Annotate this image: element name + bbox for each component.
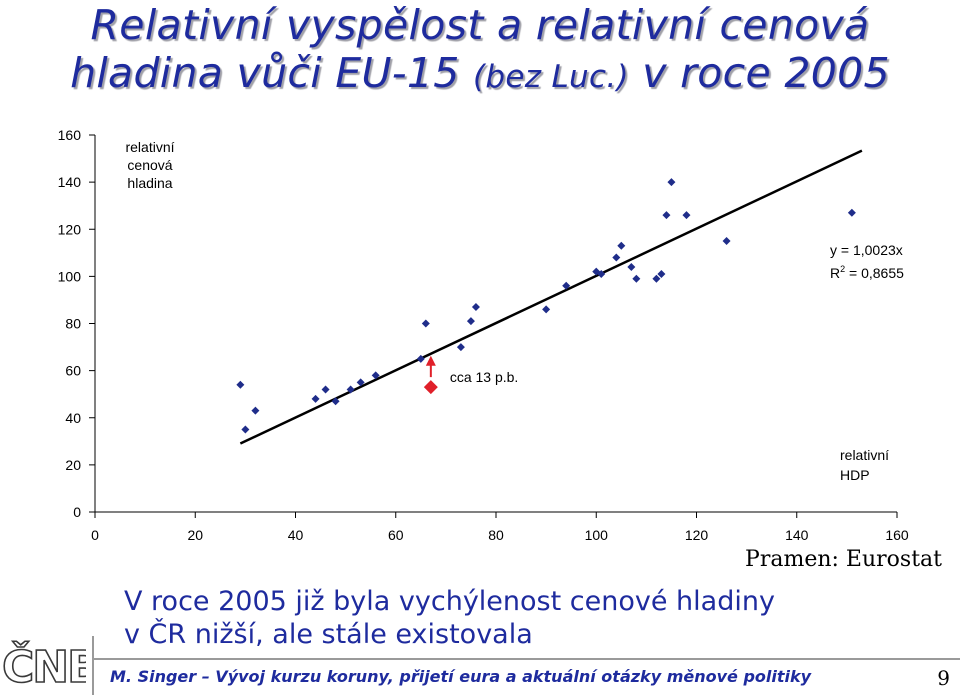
scatter-chart: 0 20 40 60 80 100 120 140 160 0 20 40 60 80 100 120 140 1… — [58, 127, 909, 543]
y-axis-label: relativní cenová hladina — [125, 139, 174, 191]
page-number: 9 — [937, 666, 950, 690]
data-point — [617, 241, 626, 250]
x-axis-label: relativní HDP — [840, 447, 889, 483]
x-axis-label-line: HDP — [840, 467, 870, 483]
x-tick-label: 60 — [388, 527, 404, 543]
data-point — [652, 274, 661, 283]
svg-text:ČNB: ČNB — [2, 640, 86, 686]
data-point — [562, 281, 571, 290]
data-point — [847, 208, 856, 217]
gap-arrow-head — [425, 355, 436, 366]
footer-divider-vertical — [92, 636, 94, 695]
slide-title: Relativní vyspělost a relativní cenová — [0, 2, 960, 48]
title-line2-a: hladina vůči EU-15 — [70, 49, 460, 97]
y-tick-label: 60 — [65, 363, 81, 379]
data-point — [627, 262, 636, 271]
r2-prefix: R — [830, 265, 840, 281]
r2-sup: 2 — [840, 264, 845, 274]
x-tick-label: 80 — [488, 527, 504, 543]
data-point — [311, 394, 320, 403]
data-point — [371, 371, 380, 380]
footer-text: M. Singer – Vývoj kurzu koruny, přijetí … — [110, 667, 812, 686]
data-point — [597, 270, 606, 279]
y-axis-label-line: hladina — [127, 175, 172, 191]
data-point — [612, 253, 621, 262]
y-tick-label: 100 — [58, 268, 82, 284]
data-point — [421, 319, 430, 328]
x-tick-label: 120 — [685, 527, 709, 543]
gap-annotation: cca 13 p.b. — [450, 369, 519, 385]
data-point — [356, 378, 365, 387]
data-point — [236, 380, 245, 389]
data-point — [346, 385, 355, 394]
y-tick-label: 160 — [58, 127, 82, 143]
footer-divider-horizontal — [92, 658, 960, 660]
x-axis-label-line: relativní — [840, 447, 889, 463]
y-tick-label: 80 — [65, 316, 81, 332]
x-tick-label: 20 — [187, 527, 203, 543]
data-points — [236, 178, 856, 434]
cnb-logo: ČNB — [2, 639, 86, 686]
y-axis-label-line: cenová — [127, 157, 172, 173]
data-point — [542, 305, 551, 314]
x-tick-label: 140 — [785, 527, 809, 543]
highlight-group — [423, 355, 438, 395]
data-point — [682, 211, 691, 220]
r2-suffix: = 0,8655 — [845, 265, 904, 281]
y-tick-label: 40 — [65, 410, 81, 426]
x-tick-label: 160 — [885, 527, 909, 543]
data-point — [657, 270, 666, 279]
key-message: V roce 2005 již byla vychýlenost cenové … — [124, 585, 775, 651]
message-line1: V roce 2005 již byla vychýlenost cenové … — [124, 586, 775, 617]
y-tick-label: 0 — [73, 504, 81, 520]
data-point — [416, 354, 425, 363]
data-point — [667, 178, 676, 187]
x-tick-label: 40 — [288, 527, 304, 543]
title-line1: Relativní vyspělost a relativní cenová — [90, 1, 870, 49]
y-tick-label: 20 — [65, 457, 81, 473]
source-note: Pramen: Eurostat — [745, 547, 942, 572]
data-point — [321, 385, 330, 394]
title-line2-paren: (bez Luc.) — [472, 59, 629, 95]
y-axis-label-line: relativní — [125, 139, 174, 155]
message-line2: v ČR nižší, ale stále existovala — [124, 619, 533, 650]
data-point — [241, 425, 250, 434]
x-tick-label: 100 — [585, 527, 609, 543]
data-point — [251, 406, 260, 415]
y-tick-label: 140 — [58, 174, 82, 190]
trendline — [239, 149, 863, 445]
data-point — [662, 211, 671, 220]
data-point — [722, 237, 731, 246]
trend-equation: y = 1,0023x — [830, 242, 903, 258]
chart-axes: 0 20 40 60 80 100 120 140 160 0 20 40 60 80 100 120 140 1… — [58, 127, 909, 543]
title-line2-b: v roce 2005 — [642, 49, 890, 97]
data-point — [632, 274, 641, 283]
data-point — [456, 343, 465, 352]
data-point — [471, 303, 480, 312]
data-point — [466, 317, 475, 326]
x-tick-label: 0 — [91, 527, 99, 543]
y-tick-label: 120 — [58, 221, 82, 237]
slide-title-line2: hladina vůči EU-15 (bez Luc.) v roce 200… — [0, 50, 960, 100]
highlight-point-cz — [423, 380, 438, 395]
data-point — [331, 397, 340, 406]
trend-r-squared: R2 = 0,8655 — [830, 264, 904, 281]
